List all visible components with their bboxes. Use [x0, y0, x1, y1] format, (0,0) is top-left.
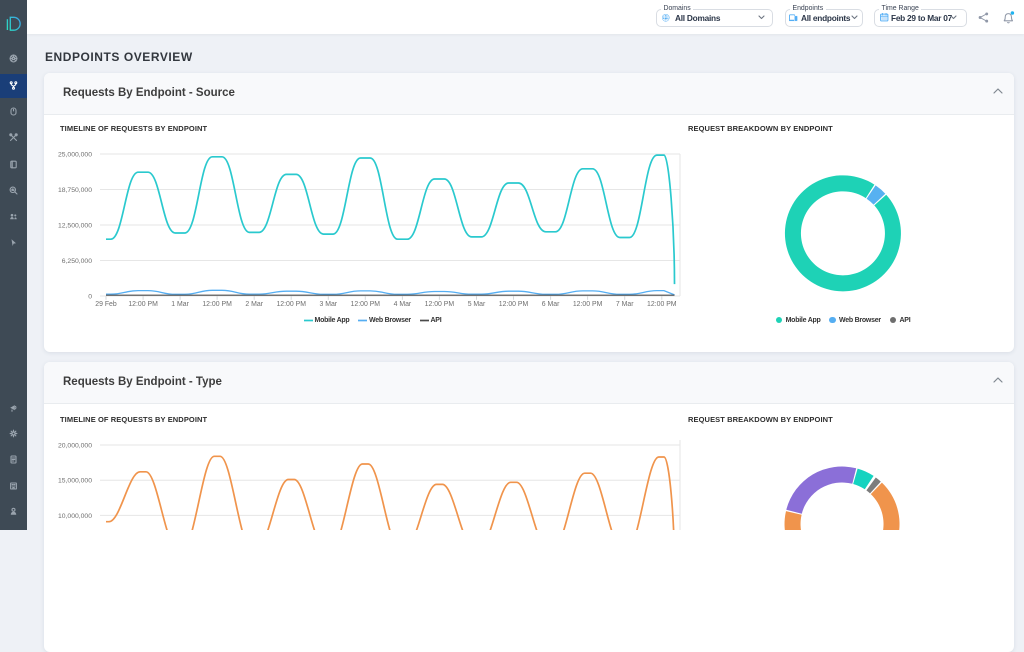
- svg-text:12:00 PM: 12:00 PM: [351, 301, 381, 308]
- svg-text:15,000,000: 15,000,000: [58, 478, 92, 485]
- svg-text:12:00 PM: 12:00 PM: [276, 301, 306, 308]
- svg-text:3 Mar: 3 Mar: [319, 301, 337, 308]
- svg-text:1 Mar: 1 Mar: [171, 301, 189, 308]
- svg-text:6 Mar: 6 Mar: [542, 301, 560, 308]
- svg-text:12,500,000: 12,500,000: [58, 222, 92, 229]
- svg-text:29 Feb: 29 Feb: [95, 301, 117, 308]
- svg-text:12:00 PM: 12:00 PM: [499, 301, 529, 308]
- svg-text:12:00 PM: 12:00 PM: [647, 301, 677, 308]
- svg-text:4 Mar: 4 Mar: [394, 301, 412, 308]
- svg-text:2 Mar: 2 Mar: [245, 301, 263, 308]
- svg-text:6,250,000: 6,250,000: [62, 258, 92, 265]
- svg-text:25,000,000: 25,000,000: [58, 151, 92, 158]
- svg-text:5 Mar: 5 Mar: [468, 301, 486, 308]
- svg-text:12:00 PM: 12:00 PM: [128, 301, 158, 308]
- svg-text:12:00 PM: 12:00 PM: [425, 301, 455, 308]
- svg-text:12:00 PM: 12:00 PM: [573, 301, 603, 308]
- svg-text:0: 0: [88, 293, 92, 300]
- svg-text:18,750,000: 18,750,000: [58, 187, 92, 194]
- svg-text:10,000,000: 10,000,000: [58, 513, 92, 520]
- svg-text:12:00 PM: 12:00 PM: [202, 301, 232, 308]
- svg-text:7 Mar: 7 Mar: [616, 301, 634, 308]
- svg-text:20,000,000: 20,000,000: [58, 442, 92, 449]
